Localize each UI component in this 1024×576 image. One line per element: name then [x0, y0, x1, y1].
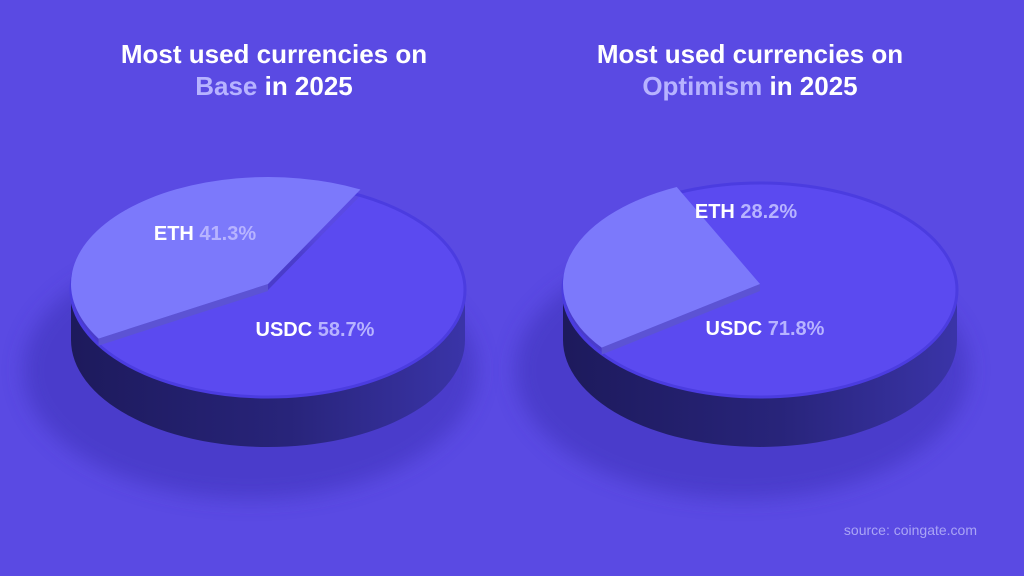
- optimism-title-suffix: in 2025: [762, 71, 858, 101]
- slice-usdc: [601, 183, 957, 397]
- optimism-chart-title: Most used currencies on Optimism in 2025: [540, 38, 960, 102]
- label-pct: 71.8%: [768, 318, 825, 340]
- label-name: ETH: [154, 223, 200, 245]
- pie-rim: [561, 181, 959, 399]
- label-eth: ETH 41.3%: [154, 223, 256, 245]
- label-usdc: USDC 58.7%: [256, 319, 375, 341]
- base-title-suffix: in 2025: [257, 71, 353, 101]
- pie-side: [71, 290, 465, 447]
- label-name: USDC: [256, 319, 318, 341]
- optimism-title-line1: Most used currencies on: [596, 39, 904, 69]
- slice-eth-edge: [601, 284, 760, 355]
- slice-eth: [70, 177, 361, 339]
- slice-usdc: [98, 195, 465, 397]
- label-pct: 41.3%: [199, 223, 256, 245]
- label-name: USDC: [706, 318, 768, 340]
- pie-chart-1: ETH 28.2% USDC 71.8%: [515, 181, 969, 499]
- label-name: ETH: [695, 201, 741, 223]
- label-eth: ETH 28.2%: [695, 201, 797, 223]
- label-pct: 58.7%: [318, 319, 375, 341]
- slice-eth-edge: [98, 284, 268, 346]
- base-title-highlight: Base: [195, 71, 258, 101]
- base-chart-title: Most used currencies on Base in 2025: [64, 38, 484, 102]
- pie-side: [563, 290, 957, 447]
- base-title-line1: Most used currencies on: [120, 39, 428, 69]
- slice-eth: [562, 187, 760, 348]
- pie-chart-0: ETH 41.3% USDC 58.7%: [23, 177, 477, 499]
- optimism-title-highlight: Optimism: [642, 71, 763, 101]
- label-usdc: USDC 71.8%: [706, 318, 825, 340]
- label-pct: 28.2%: [740, 201, 797, 223]
- source-credit: source: coingate.com: [843, 522, 977, 538]
